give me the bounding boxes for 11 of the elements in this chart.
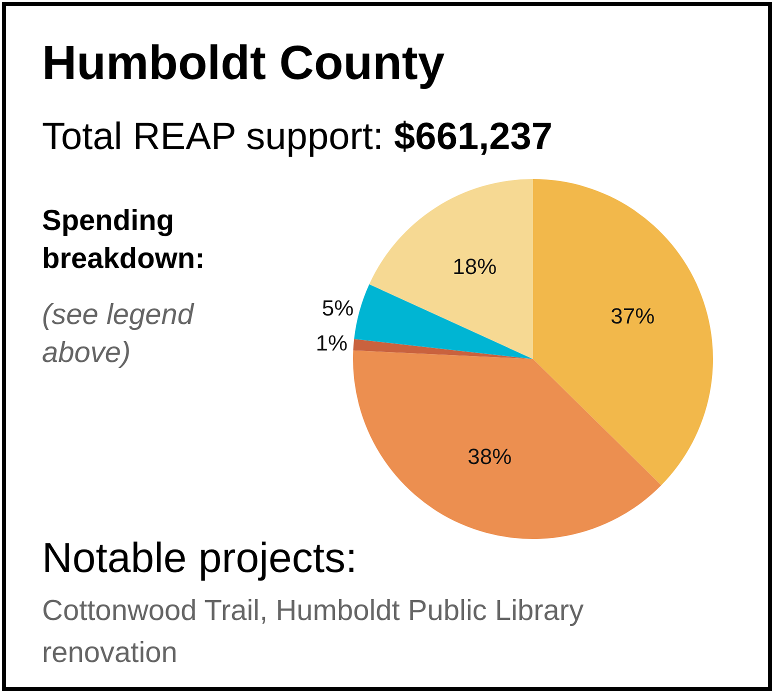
data-label: 1%: [316, 330, 348, 356]
text: Notable projects:: [42, 534, 358, 582]
chart-subtitle: Total REAP support: $661,237: [42, 116, 553, 158]
data-label: 38%: [468, 444, 512, 469]
text: Spending breakdown:: [42, 204, 206, 277]
chart-title: Humboldt County: [42, 36, 445, 91]
data-label: 37%: [610, 303, 655, 328]
data-label: 5%: [322, 296, 354, 320]
data-label: 18%: [452, 254, 497, 280]
text: Cottonwood Trail, Humboldt Public Library renovation: [42, 594, 585, 671]
text: (see legend above): [42, 298, 196, 371]
